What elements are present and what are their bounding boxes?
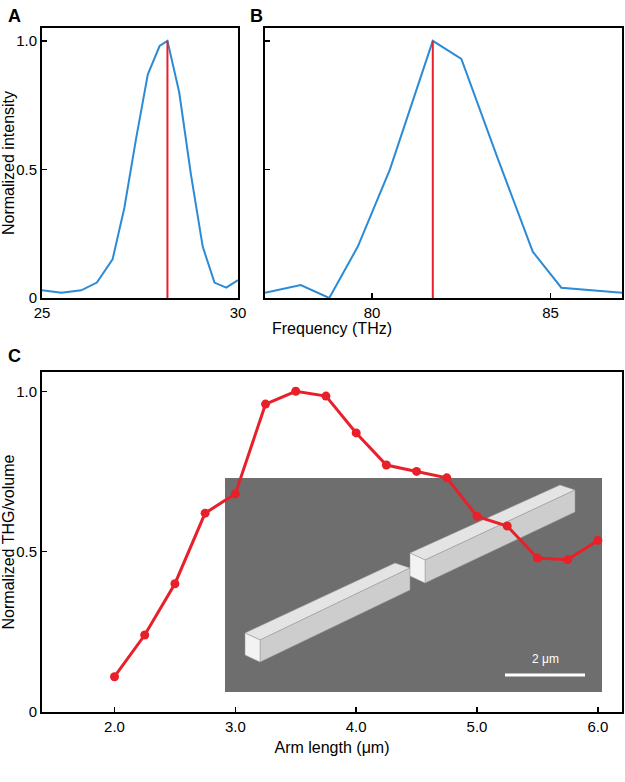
svg-text:2.0: 2.0 <box>104 718 125 735</box>
svg-text:0.5: 0.5 <box>16 161 37 178</box>
svg-text:25: 25 <box>34 304 51 321</box>
svg-text:Frequency (THz): Frequency (THz) <box>272 320 392 337</box>
svg-text:1.0: 1.0 <box>16 383 37 400</box>
svg-text:0: 0 <box>29 703 37 720</box>
svg-text:C: C <box>8 346 21 366</box>
svg-text:1.0: 1.0 <box>16 32 37 49</box>
svg-text:0: 0 <box>29 289 37 306</box>
svg-text:Arm length (μm): Arm length (μm) <box>274 739 389 756</box>
svg-text:Normalized THG/volume: Normalized THG/volume <box>0 454 17 629</box>
svg-text:3.0: 3.0 <box>225 718 246 735</box>
svg-text:85: 85 <box>542 304 559 321</box>
svg-text:Normalized intensity: Normalized intensity <box>0 91 17 235</box>
svg-text:30: 30 <box>230 304 247 321</box>
svg-text:5.0: 5.0 <box>467 718 488 735</box>
svg-text:80: 80 <box>364 304 381 321</box>
svg-text:2 μm: 2 μm <box>532 652 559 666</box>
svg-text:4.0: 4.0 <box>346 718 367 735</box>
svg-text:6.0: 6.0 <box>587 718 608 735</box>
svg-text:B: B <box>250 6 263 26</box>
svg-text:0.5: 0.5 <box>16 543 37 560</box>
svg-text:A: A <box>8 6 21 26</box>
